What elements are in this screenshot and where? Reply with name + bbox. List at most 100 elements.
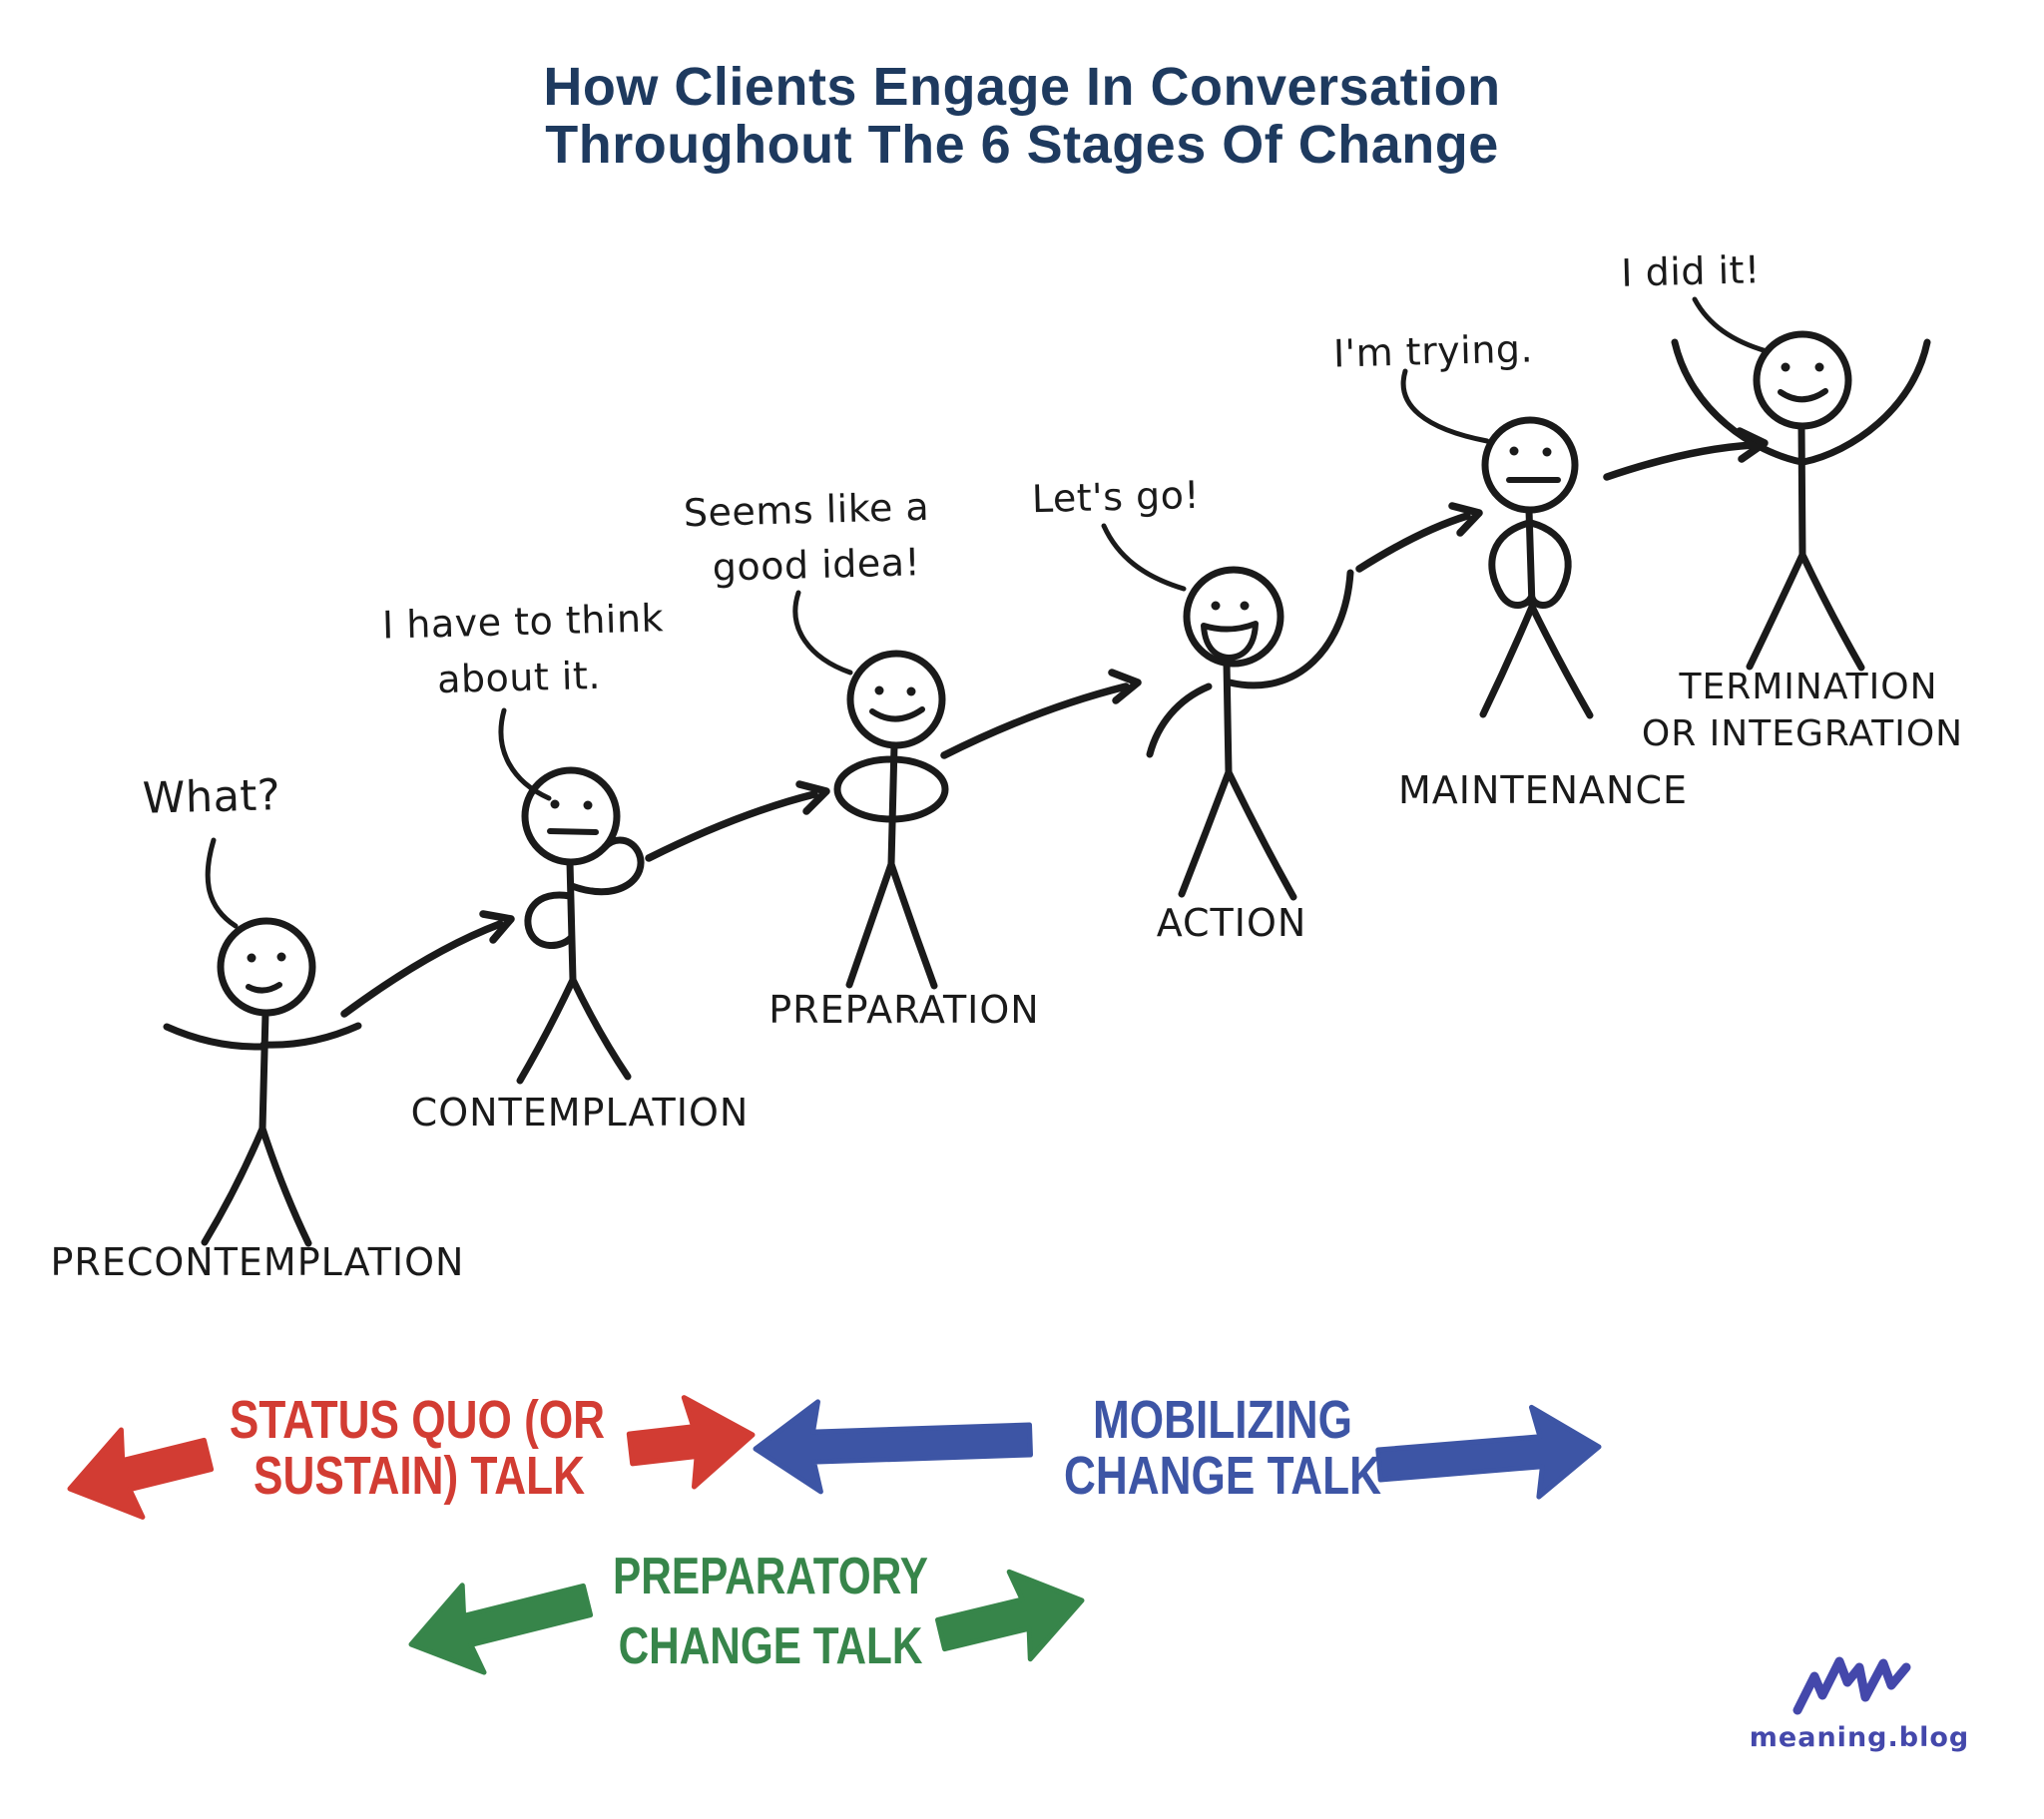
speech-pointer [1695, 299, 1767, 351]
connector-arrow [344, 924, 500, 1014]
preparatory-change-talk-label-line2: CHANGE TALK [618, 1615, 923, 1675]
connector-arrowhead [1112, 673, 1138, 700]
connector-arrowhead [799, 784, 826, 811]
figure-eye [1509, 446, 1519, 456]
figure-leg [573, 980, 628, 1077]
speech-contemplation-line2: about it. [436, 653, 602, 702]
mobilizing-change-talk-label-line1: MOBILIZING [1092, 1390, 1353, 1451]
connector-arrow [1359, 516, 1467, 569]
page-title: How Clients Engage In Conversation Throu… [543, 58, 1500, 174]
figure-head [850, 654, 942, 745]
mobilizing-change-talk-label-line2: CHANGE TALK [1063, 1446, 1382, 1507]
connector-arrowhead [483, 914, 511, 940]
figure-arm [1150, 686, 1209, 754]
stage-label-termination-line1: TERMINATION [1679, 667, 1938, 707]
figure-head [1187, 570, 1280, 664]
stick-figure-precontemplation [167, 921, 358, 1243]
speech-preparation-line2: good idea! [712, 540, 921, 590]
stick-figure-termination [1675, 334, 1927, 668]
figure-leg [891, 864, 934, 986]
figure-leg [849, 864, 891, 985]
figure-leg [1750, 555, 1802, 667]
speech-pointer [208, 840, 236, 926]
figure-leg [1182, 772, 1229, 894]
figure-open-smile-mouth [1204, 624, 1256, 658]
figure-eye [1814, 362, 1824, 372]
status-quo-talk-label-line2: SUSTAIN) TALK [254, 1446, 585, 1507]
figure-eye [1781, 362, 1790, 372]
speech-preparation-line1: Seems like a [683, 484, 930, 536]
figure-eye [874, 685, 884, 695]
speech-pointer-lines [208, 299, 1767, 926]
figure-hip-arm [1531, 523, 1568, 606]
figure-leg [1802, 555, 1861, 668]
connector-arrow [1607, 445, 1753, 477]
meaning-blog-logo-mark [1797, 1661, 1906, 1710]
stage-label-maintenance: MAINTENANCE [1397, 768, 1689, 812]
figure-raised-arm [1675, 342, 1801, 462]
figure-body [262, 1013, 265, 1129]
speech-pointer [1104, 526, 1184, 589]
speech-precontemplation: What? [142, 770, 281, 824]
speech-maintenance: I'm trying. [1332, 326, 1534, 376]
figure-eye [550, 799, 560, 809]
figure-smile-mouth [872, 709, 922, 719]
figure-eye [1542, 447, 1552, 457]
figure-arm [167, 1027, 261, 1047]
figure-hip-arm [1492, 523, 1531, 606]
mobilizing-right-arrow [1378, 1407, 1599, 1497]
speech-pointer [795, 593, 850, 673]
stick-figure-contemplation [520, 770, 641, 1081]
figure-leg [520, 980, 573, 1081]
meaning-blog-wordmark: meaning.blog [1749, 1722, 1970, 1753]
stage-label-termination-line2: OR INTEGRATION [1641, 713, 1964, 754]
connector-arrowhead [1452, 506, 1479, 533]
stage-connector-arrows [344, 431, 1765, 1014]
connector-arrow [944, 686, 1126, 755]
figure-eye [906, 686, 916, 696]
figure-leg [205, 1129, 262, 1242]
stick-figure-maintenance [1483, 420, 1590, 715]
figure-arm [263, 1026, 358, 1045]
speech-contemplation-line1: I have to think [381, 596, 665, 648]
page-title-line1: How Clients Engage In Conversation [543, 57, 1501, 117]
figure-neutral-mouth [550, 831, 596, 832]
figure-head [1757, 334, 1848, 426]
figure-leg [1532, 607, 1590, 715]
figure-eye [276, 952, 286, 962]
figure-leg [1229, 772, 1293, 897]
figure-eye [1211, 601, 1221, 611]
figure-head [1485, 420, 1575, 510]
mobilizing-left-arrow [756, 1402, 1031, 1492]
figure-smile-mouth [1781, 391, 1825, 399]
stick-figure-preparation [837, 654, 945, 986]
stick-figure-action [1150, 570, 1350, 897]
page-title-line2: Throughout The 6 Stages Of Change [545, 115, 1499, 175]
speech-termination: I did it! [1620, 247, 1762, 295]
speech-pointer [501, 710, 549, 798]
status-quo-left-arrow [70, 1430, 212, 1517]
stage-label-precontemplation: PRECONTEMPLATION [50, 1240, 465, 1284]
figure-raised-arm [1803, 342, 1927, 462]
preparatory-right-arrow [938, 1572, 1083, 1658]
connector-arrow [649, 794, 814, 858]
speech-pointer [1403, 371, 1487, 441]
speech-action: Let's go! [1031, 472, 1201, 522]
stage-label-action: ACTION [1156, 901, 1307, 945]
figure-body [1801, 426, 1802, 555]
stage-label-preparation: PREPARATION [768, 988, 1040, 1032]
preparatory-left-arrow [411, 1586, 591, 1672]
figure-eye [247, 953, 256, 963]
figure-raised-arm [1230, 573, 1350, 685]
status-quo-talk-label-line1: STATUS QUO (OR [229, 1390, 606, 1451]
figure-frown-mouth [249, 985, 279, 991]
talk-band-arrows [70, 1398, 1599, 1673]
stage-label-contemplation: CONTEMPLATION [410, 1091, 750, 1135]
figure-hip-arm [528, 895, 571, 946]
figure-body [570, 862, 573, 980]
figure-crossed-arms [837, 759, 945, 819]
figure-leg [1483, 607, 1532, 714]
preparatory-change-talk-label-line1: PREPARATORY [613, 1546, 928, 1605]
